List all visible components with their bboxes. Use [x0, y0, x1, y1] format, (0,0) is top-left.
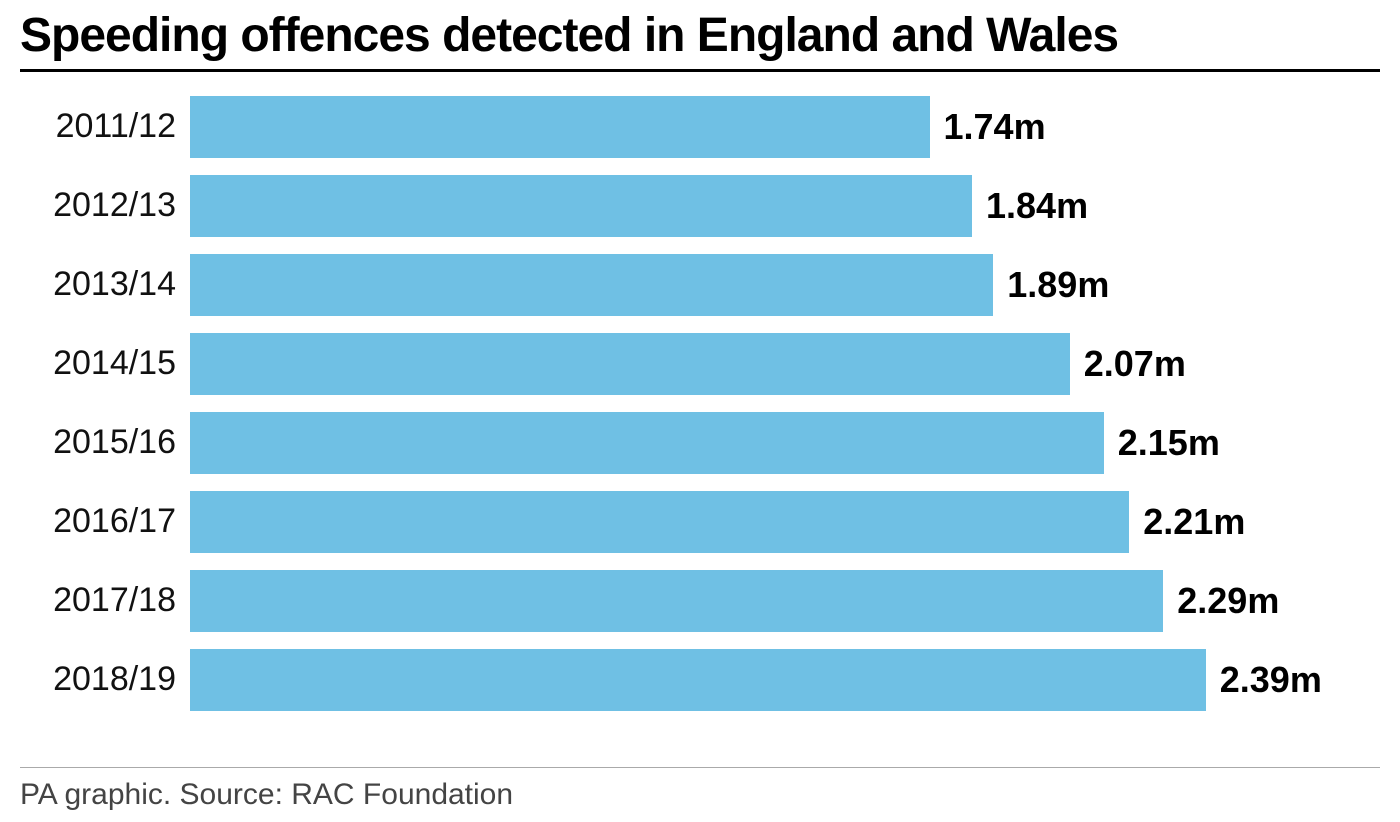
bar-track: 2.29m — [190, 570, 1380, 632]
bar-value: 1.89m — [1007, 264, 1109, 306]
bar-value: 2.15m — [1118, 422, 1220, 464]
bar-track: 1.74m — [190, 96, 1380, 158]
bar-track: 1.89m — [190, 254, 1380, 316]
bar-track: 2.39m — [190, 649, 1380, 711]
bar — [190, 412, 1104, 474]
bar-value: 1.84m — [986, 185, 1088, 227]
bar-label: 2017/18 — [20, 581, 190, 620]
bar-label: 2011/12 — [20, 107, 190, 146]
bar-row: 2018/19 2.39m — [20, 649, 1380, 711]
bar-track: 2.07m — [190, 333, 1380, 395]
bar-track: 2.15m — [190, 412, 1380, 474]
bar-row: 2016/17 2.21m — [20, 491, 1380, 553]
bar-track: 1.84m — [190, 175, 1380, 237]
chart-footer: PA graphic. Source: RAC Foundation — [20, 767, 1380, 812]
bar-label: 2014/15 — [20, 344, 190, 383]
bar — [190, 254, 993, 316]
bar — [190, 570, 1163, 632]
bar-row: 2011/12 1.74m — [20, 96, 1380, 158]
bar-track: 2.21m — [190, 491, 1380, 553]
bar-value: 2.29m — [1177, 580, 1279, 622]
bar-label: 2016/17 — [20, 502, 190, 541]
bar-value: 2.07m — [1084, 343, 1186, 385]
bar-label: 2018/19 — [20, 660, 190, 699]
chart-title: Speeding offences detected in England an… — [20, 10, 1380, 72]
bar-row: 2014/15 2.07m — [20, 333, 1380, 395]
bar-label: 2015/16 — [20, 423, 190, 462]
bar-label: 2012/13 — [20, 186, 190, 225]
bar — [190, 333, 1070, 395]
bar — [190, 96, 930, 158]
bar-label: 2013/14 — [20, 265, 190, 304]
bar-row: 2015/16 2.15m — [20, 412, 1380, 474]
bar-chart: 2011/12 1.74m 2012/13 1.84m 2013/14 1.89… — [20, 96, 1380, 759]
bar-value: 1.74m — [944, 106, 1046, 148]
bar-row: 2017/18 2.29m — [20, 570, 1380, 632]
bar — [190, 491, 1129, 553]
bar — [190, 649, 1206, 711]
bar-value: 2.39m — [1220, 659, 1322, 701]
chart-container: Speeding offences detected in England an… — [0, 0, 1400, 822]
bar-value: 2.21m — [1143, 501, 1245, 543]
bar-row: 2013/14 1.89m — [20, 254, 1380, 316]
bar — [190, 175, 972, 237]
bar-row: 2012/13 1.84m — [20, 175, 1380, 237]
